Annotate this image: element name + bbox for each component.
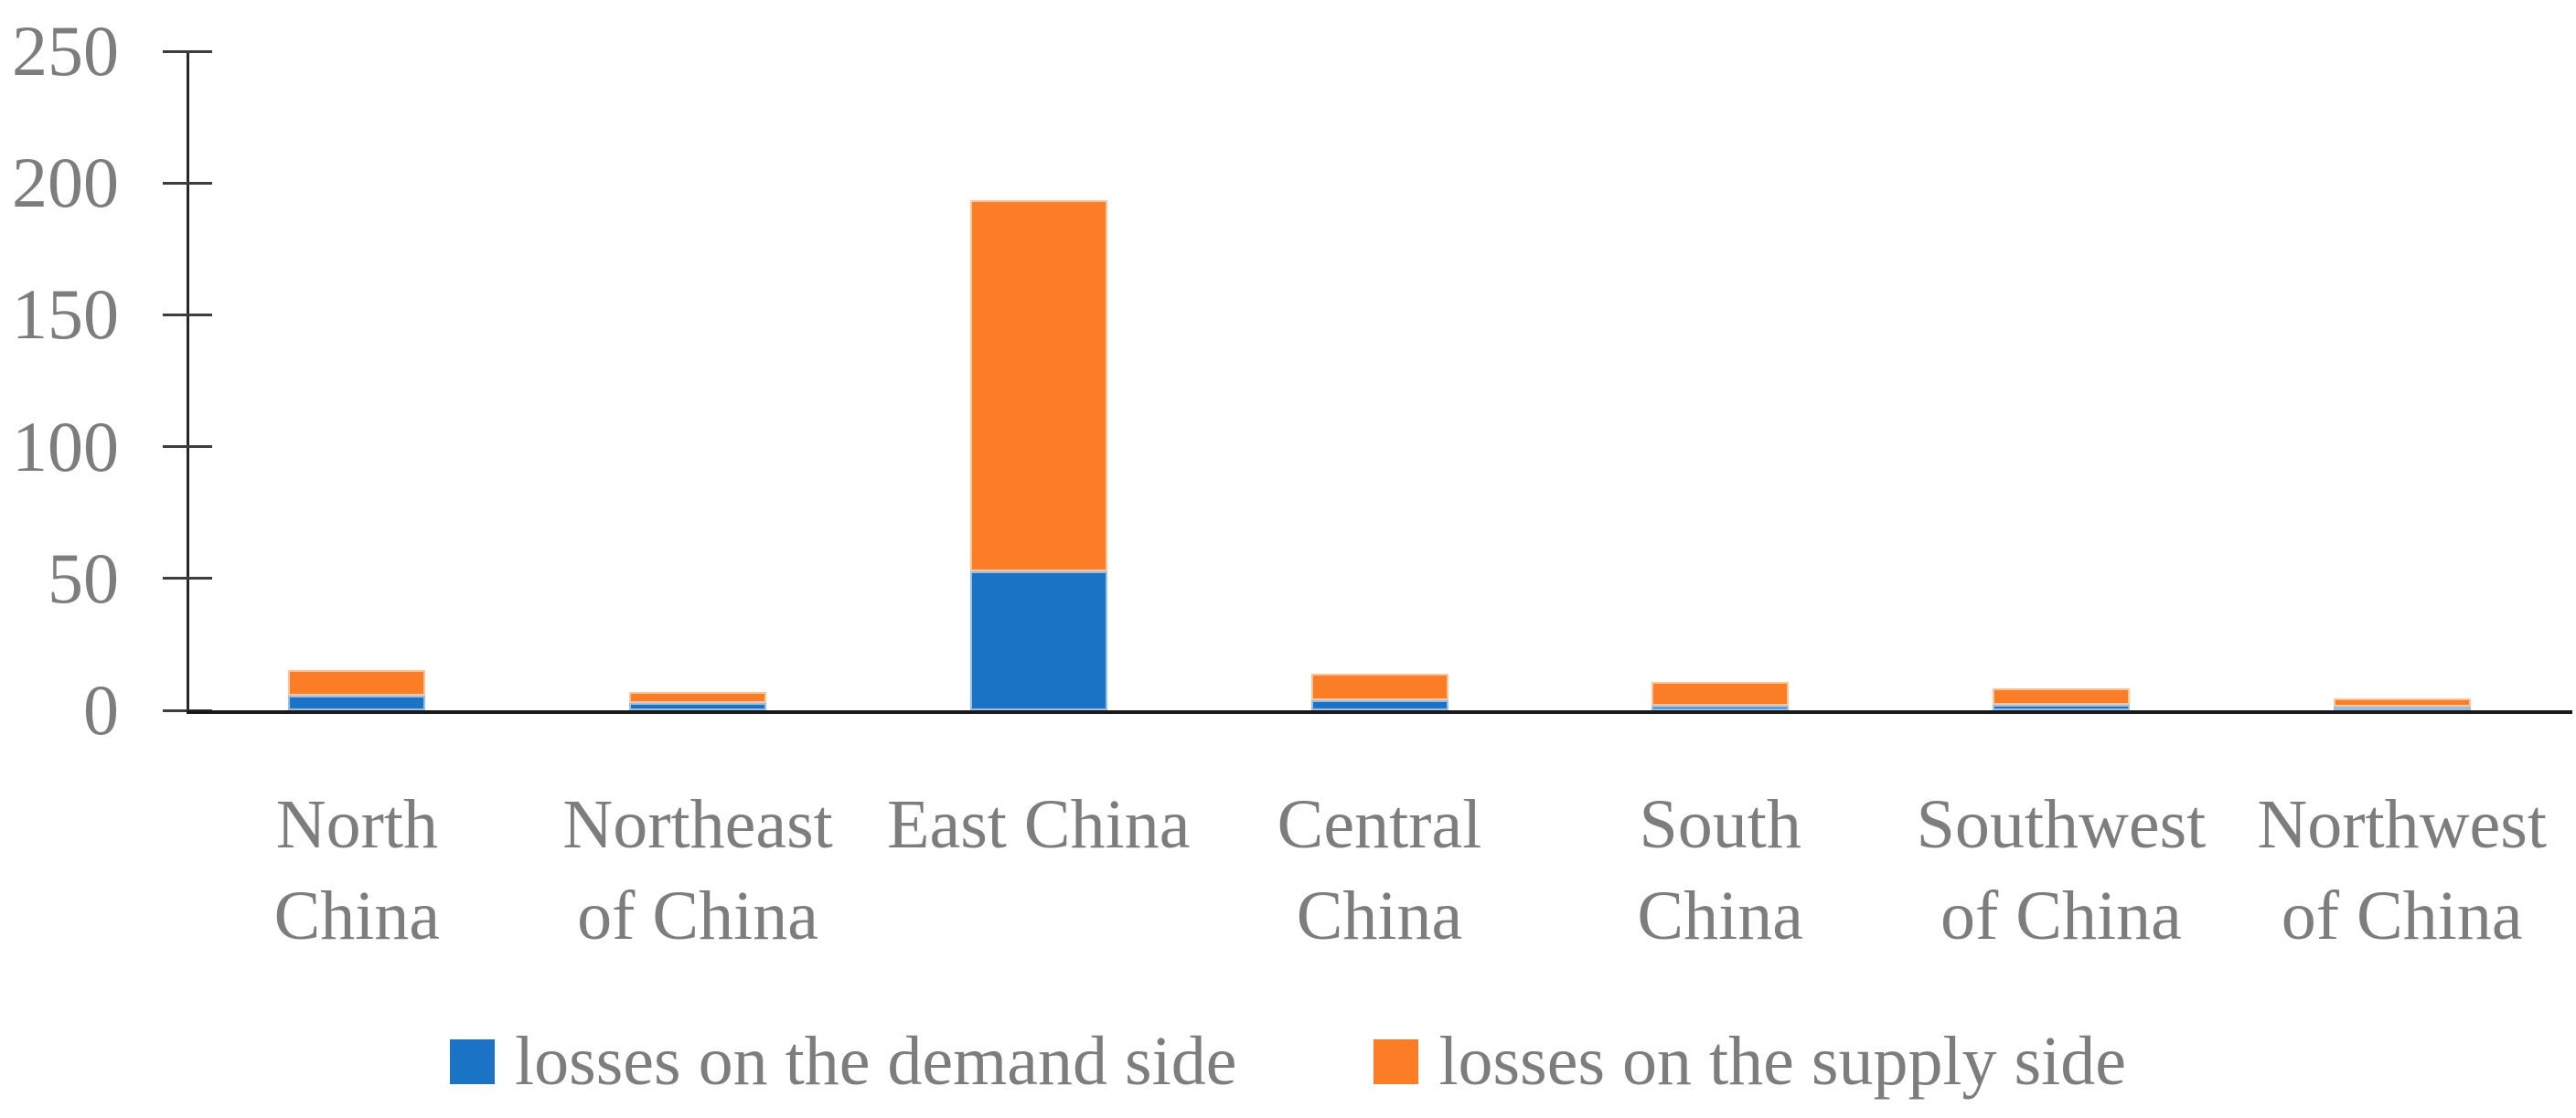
legend-label-supply: losses on the supply side <box>1438 1023 2126 1100</box>
x-axis-label: Central China <box>1277 786 1482 954</box>
bar-segment-supply <box>2333 697 2471 707</box>
x-axis-label: Northeast of China <box>562 786 833 954</box>
y-tick-label: 250 <box>12 11 119 91</box>
legend-item-supply: losses on the supply side <box>1374 1022 2126 1101</box>
x-axis-label: Southwest of China <box>1916 786 2207 954</box>
legend-swatch-demand-icon <box>450 1038 495 1084</box>
bar-segment-demand <box>288 695 426 710</box>
bar-north-china <box>288 670 426 710</box>
y-axis-tick <box>163 577 212 580</box>
y-tick-label: 200 <box>12 143 119 223</box>
legend-label-demand: losses on the demand side <box>515 1023 1237 1100</box>
bar-southwest-of-china <box>1992 687 2130 710</box>
bar-northwest-of-china <box>2333 697 2471 710</box>
y-tick-label: 100 <box>12 406 119 486</box>
y-tick-label: 50 <box>48 538 119 618</box>
bar-segment-supply <box>1992 687 2130 705</box>
y-axis-line <box>187 51 189 714</box>
legend-swatch-supply-icon <box>1374 1038 1419 1084</box>
x-axis-label: North China <box>273 786 441 954</box>
legend: losses on the demand side losses on the … <box>0 1022 2576 1101</box>
bar-segment-demand <box>2333 706 2471 710</box>
x-axis-label: Northwest of China <box>2257 786 2547 954</box>
bar-east-china <box>969 199 1107 710</box>
bar-segment-demand <box>1310 700 1448 710</box>
y-axis-tick <box>163 313 212 316</box>
bar-segment-supply <box>1651 681 1790 707</box>
bar-central-china <box>1310 674 1448 710</box>
bar-northeast-of-china <box>629 692 767 710</box>
bar-segment-supply <box>629 692 767 703</box>
bar-segment-supply <box>288 670 426 696</box>
bar-segment-supply <box>1310 674 1448 701</box>
y-axis-tick <box>163 445 212 449</box>
x-axis-label: East China <box>887 786 1191 863</box>
y-tick-label: 0 <box>83 670 119 750</box>
y-axis-tick <box>163 181 212 185</box>
bar-segment-supply <box>969 199 1107 571</box>
bar-segment-demand <box>1651 706 1790 710</box>
legend-item-demand: losses on the demand side <box>450 1022 1236 1101</box>
x-axis-label: South China <box>1637 786 1803 954</box>
bar-segment-demand <box>1992 704 2130 710</box>
plot-area: 0 50 100 150 200 250 North China Northeast of C… <box>12 11 2572 954</box>
y-tick-label: 150 <box>12 274 119 355</box>
bar-segment-demand <box>969 571 1107 710</box>
bar-segment-demand <box>629 702 767 710</box>
x-axis-line <box>187 710 2572 714</box>
y-axis-tick <box>163 49 212 53</box>
bar-south-china <box>1651 681 1790 710</box>
